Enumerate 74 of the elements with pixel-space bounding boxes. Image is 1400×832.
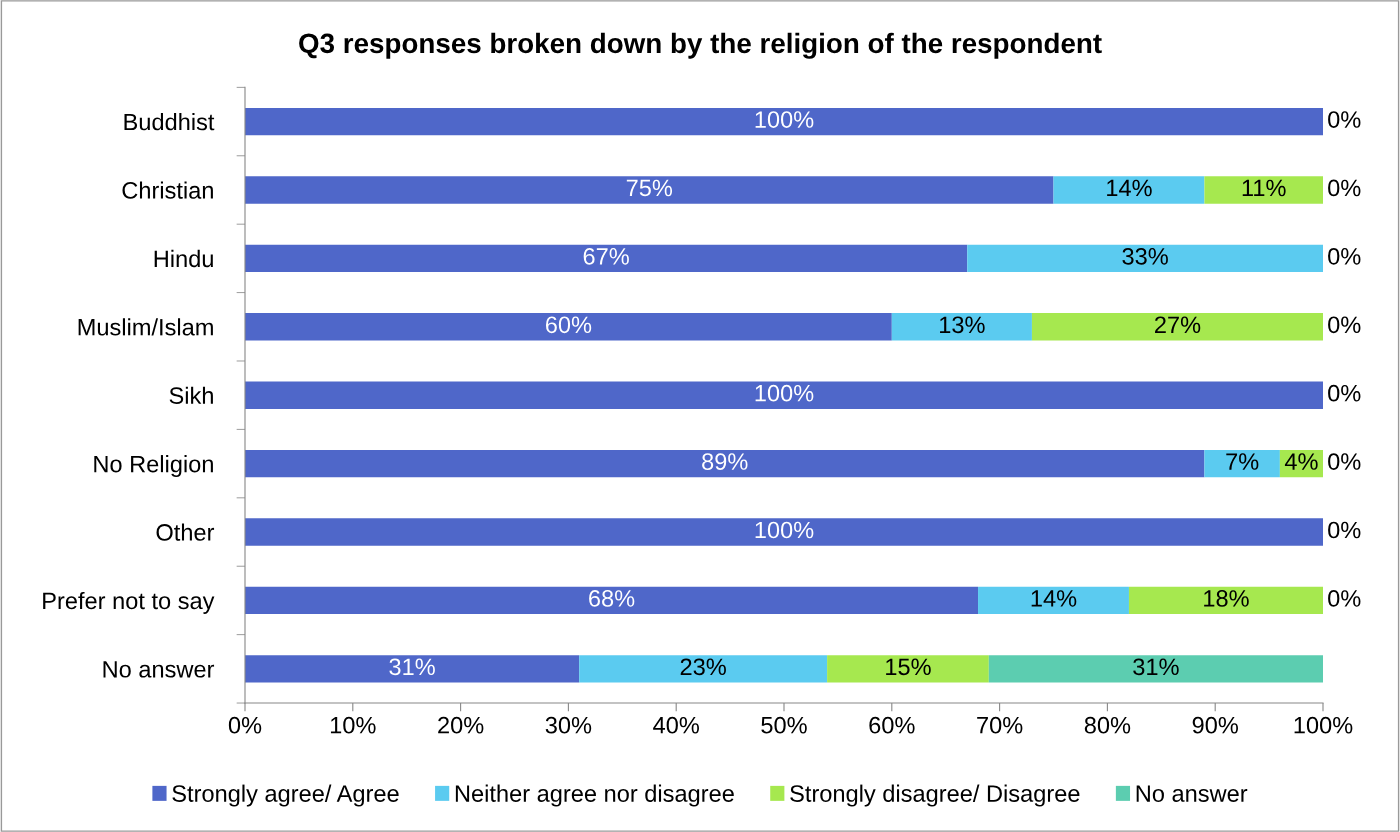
y-tick-label: No answer	[103, 661, 215, 678]
data-label: 0%	[1328, 111, 1361, 128]
legend-label: Neither agree nor disagree	[455, 784, 734, 807]
bar	[1128, 586, 1323, 615]
bar	[978, 586, 1129, 615]
y-tick-label: Buddhist	[124, 113, 215, 131]
bar	[245, 313, 892, 341]
x-tick-label: 0%	[228, 716, 262, 734]
data-label: 31%	[389, 658, 435, 676]
data-label: 0%	[1328, 248, 1361, 265]
data-label: 4%	[1284, 453, 1318, 470]
legend-label: Strongly disagree/ Disagree	[790, 784, 1080, 807]
y-tick-label: Other	[156, 523, 215, 541]
data-label: 18%	[1204, 590, 1249, 607]
y-tick-label: No Religion	[94, 455, 213, 478]
data-label: 23%	[680, 658, 726, 676]
bar	[967, 244, 1323, 273]
data-label: 33%	[1122, 248, 1168, 265]
bar	[245, 586, 979, 615]
bar	[891, 313, 1032, 341]
data-label: 89%	[702, 453, 748, 470]
data-label: 13%	[940, 316, 985, 334]
data-label: 27%	[1155, 316, 1201, 334]
x-tick-label: 20%	[438, 716, 484, 734]
y-tick-label: Hindu	[154, 249, 213, 268]
bar	[827, 655, 989, 683]
data-label: 60%	[545, 316, 592, 334]
bar	[1204, 176, 1323, 204]
bar	[245, 518, 1323, 546]
bar	[245, 244, 968, 273]
bar	[245, 449, 1205, 478]
bar	[245, 381, 1323, 409]
x-tick-label: 40%	[653, 716, 699, 734]
bar	[1053, 176, 1205, 204]
legend-label: Strongly agree/ Agree	[172, 784, 399, 807]
data-label: 0%	[1328, 179, 1361, 197]
x-tick-label: 70%	[977, 716, 1023, 734]
bar	[1031, 313, 1323, 341]
data-label: 7%	[1226, 453, 1259, 470]
data-label: 11%	[1242, 179, 1286, 197]
data-label: 0%	[1328, 590, 1361, 607]
x-tick-label: 80%	[1084, 716, 1131, 734]
x-tick-label: 100%	[1294, 716, 1353, 734]
bar	[245, 107, 1323, 136]
x-tick-label: 30%	[545, 716, 592, 734]
data-label: 100%	[755, 111, 814, 128]
data-label: 31%	[1133, 658, 1179, 676]
data-label: 0%	[1328, 316, 1361, 334]
y-tick-label: Sikh	[169, 386, 213, 404]
legend-label: No answer	[1136, 785, 1248, 802]
data-label: 68%	[589, 590, 635, 607]
x-tick-label: 90%	[1192, 716, 1238, 734]
chart-title: Q3 responses broken down by the religion of the respondent	[299, 32, 1102, 59]
y-tick-label: Prefer not to say	[43, 591, 215, 614]
data-label: 0%	[1328, 453, 1361, 470]
bar	[1204, 449, 1280, 478]
bar	[245, 655, 580, 683]
bar	[245, 176, 1054, 204]
data-label: 0%	[1328, 384, 1361, 402]
data-label: 0%	[1328, 521, 1361, 539]
x-tick-label: 60%	[869, 716, 915, 734]
data-label: 14%	[1107, 179, 1152, 197]
x-tick-label: 10%	[330, 716, 376, 734]
bar	[579, 655, 828, 683]
data-label: 67%	[583, 248, 629, 265]
data-label: 15%	[886, 658, 931, 676]
bar	[988, 655, 1323, 683]
y-tick-label: Muslim/Islam	[78, 318, 213, 336]
data-label: 100%	[755, 384, 814, 402]
data-label: 100%	[755, 521, 814, 539]
data-label: 75%	[626, 179, 673, 197]
y-tick-label: Christian	[122, 181, 213, 199]
x-tick-label: 50%	[761, 716, 807, 734]
data-label: 14%	[1031, 590, 1077, 607]
